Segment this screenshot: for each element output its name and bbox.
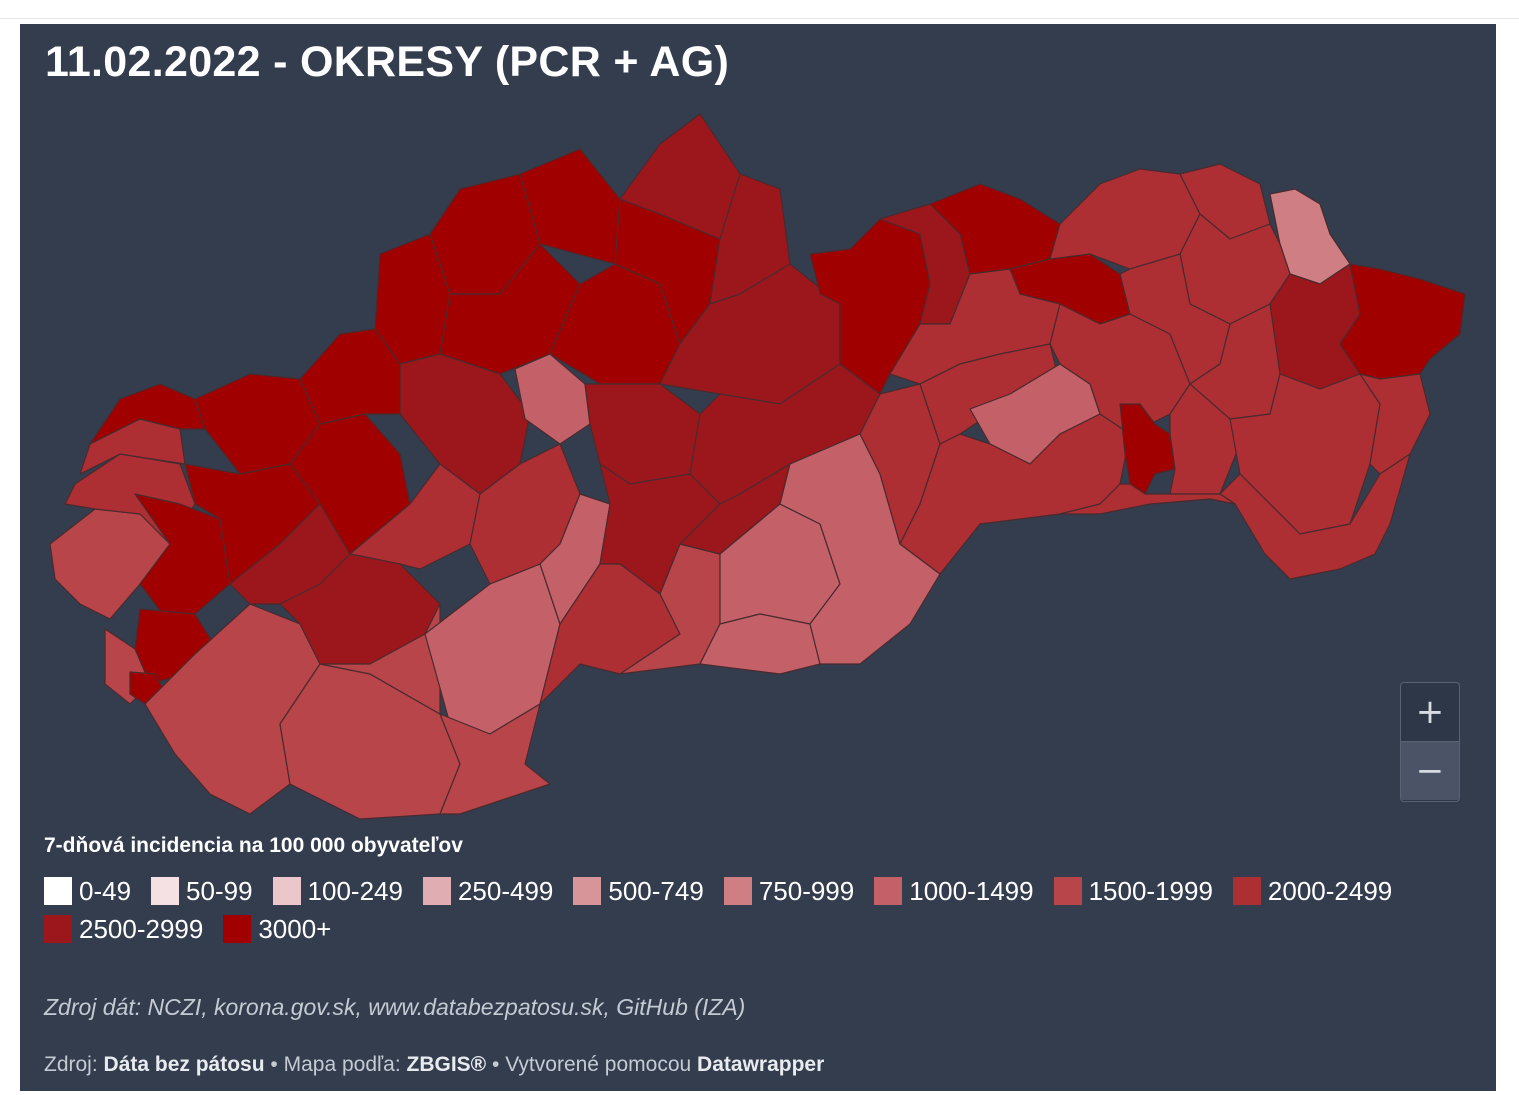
footer: Zdroj: Dáta bez pátosu • Mapa podľa: ZBG… xyxy=(44,1053,824,1077)
legend-swatch xyxy=(44,877,72,905)
legend-item: 750-999 xyxy=(723,875,855,906)
footer-datawrapper-link[interactable]: Datawrapper xyxy=(697,1053,825,1076)
legend-item: 1500-1999 xyxy=(1053,875,1213,906)
footer-source-link[interactable]: Dáta bez pátosu xyxy=(103,1053,265,1076)
district-ec-6[interactable] xyxy=(1119,403,1176,495)
zoom-control: + − xyxy=(1400,682,1460,802)
district-e-3[interactable] xyxy=(1219,453,1411,580)
map-panel: 11.02.2022 - OKRESY (PCR + AG) xyxy=(20,24,1496,1091)
top-divider xyxy=(0,18,1519,19)
footer-made-prefix: Vytvorené pomocou xyxy=(505,1053,692,1076)
district-south-4[interactable] xyxy=(424,563,561,735)
legend-item: 1000-1499 xyxy=(874,875,1034,906)
legend-item: 500-749 xyxy=(573,875,704,906)
legend-label: 0-49 xyxy=(79,875,132,906)
district-ne-1[interactable] xyxy=(1049,168,1201,270)
source-note: Zdroj dát: NCZI, korona.gov.sk, www.data… xyxy=(44,994,746,1020)
page-title: 11.02.2022 - OKRESY (PCR + AG) xyxy=(45,38,730,86)
legend-swatch xyxy=(874,877,903,905)
legend-item: 2500-2999 xyxy=(44,914,203,944)
legend-label: 3000+ xyxy=(258,913,332,944)
legend-label: 500-749 xyxy=(608,875,704,906)
legend-label: 2000-2499 xyxy=(1267,875,1393,906)
legend-label: 2500-2999 xyxy=(79,913,204,944)
zoom-in-button[interactable]: + xyxy=(1415,692,1445,732)
legend-title: 7-dňová incidencia na 100 000 obyvateľov xyxy=(44,834,463,857)
legend-item: 250-499 xyxy=(422,875,554,906)
legend-swatch xyxy=(1232,877,1261,905)
legend-label: 1500-1999 xyxy=(1088,875,1213,906)
legend-label: 1000-1499 xyxy=(909,875,1034,906)
legend-item: 3000+ xyxy=(223,914,331,944)
legend: 0-49 50-99 100-249 250-499 500-749 750-999 100… xyxy=(44,876,1464,944)
legend-swatch xyxy=(422,877,451,905)
legend-swatch xyxy=(573,877,602,905)
footer-source-prefix: Zdroj: xyxy=(44,1053,98,1076)
legend-label: 50-99 xyxy=(186,875,253,906)
legend-swatch xyxy=(723,877,752,905)
footer-map-link[interactable]: ZBGIS® xyxy=(406,1053,487,1076)
legend-swatch xyxy=(223,915,252,943)
legend-swatch xyxy=(1053,877,1082,905)
legend-label: 250-499 xyxy=(457,875,554,906)
legend-swatch xyxy=(272,877,301,905)
district-nw-9[interactable] xyxy=(439,243,581,375)
district-c-4[interactable] xyxy=(279,553,441,665)
district-e-4[interactable] xyxy=(1059,483,1236,515)
footer-separator: • xyxy=(270,1053,278,1076)
district-south-5[interactable] xyxy=(439,703,551,815)
legend-label: 750-999 xyxy=(758,875,855,906)
district-ne-7[interactable] xyxy=(1339,263,1466,380)
legend-label: 100-249 xyxy=(307,875,403,906)
zoom-out-button[interactable]: − xyxy=(1401,741,1459,800)
slovakia-district-map[interactable] xyxy=(20,24,1496,824)
legend-swatch xyxy=(151,877,180,905)
legend-item: 100-249 xyxy=(272,875,403,906)
district-ne-6[interactable] xyxy=(1269,263,1361,390)
legend-item: 0-49 xyxy=(44,876,131,906)
legend-item: 50-99 xyxy=(151,876,253,906)
legend-swatch xyxy=(44,915,72,943)
footer-separator: • xyxy=(492,1053,500,1076)
footer-map-prefix: Mapa podľa: xyxy=(283,1053,401,1076)
legend-item: 2000-2499 xyxy=(1232,875,1393,906)
